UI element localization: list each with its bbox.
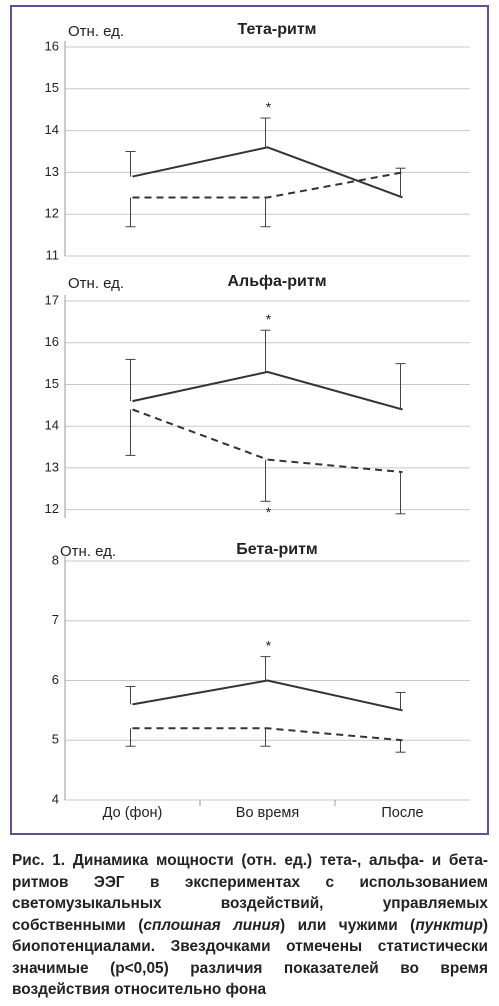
- figure-frame: [10, 5, 489, 835]
- chart-title: Бета-ритм: [236, 541, 318, 558]
- y-tick-label: 12: [45, 501, 59, 516]
- y-tick-label: 13: [45, 164, 59, 179]
- y-tick-label: 11: [46, 247, 60, 262]
- y-tick-label: 8: [52, 552, 59, 567]
- y-axis-label: Отн. ед.: [68, 275, 124, 292]
- y-axis-label: Отн. ед.: [68, 23, 124, 40]
- chart-title: Тета-ритм: [237, 21, 316, 38]
- y-tick-label: 15: [45, 376, 59, 391]
- annotation: *: [266, 504, 272, 520]
- annotation: *: [266, 637, 272, 653]
- series-line: [132, 370, 403, 411]
- series-line: [132, 171, 403, 199]
- y-tick-label: 17: [45, 292, 59, 307]
- x-tick-label: Во время: [236, 805, 299, 821]
- series-line: [132, 408, 403, 474]
- caption-text: Рис. 1. Динамика мощности (отн. ед.) тет…: [12, 852, 488, 934]
- charts: Тета-ритм Отн. ед. 11 12 13 14 15 16 * Альфа-ритм…: [45, 21, 470, 821]
- y-tick-label: 12: [45, 206, 59, 221]
- annotation: *: [266, 99, 272, 115]
- y-tick-label: 16: [45, 334, 59, 349]
- y-tick-label: 16: [45, 38, 59, 53]
- series-line: [132, 146, 403, 199]
- caption-text: ) или чужими (: [279, 916, 416, 934]
- y-tick-label: 4: [52, 791, 59, 806]
- y-tick-label: 5: [52, 732, 59, 747]
- annotation: *: [266, 311, 272, 327]
- series-line: [132, 679, 403, 712]
- y-tick-label: 14: [45, 418, 59, 433]
- caption-italic: сплошная линия: [143, 916, 280, 934]
- caption-italic: пунктир: [415, 916, 483, 934]
- y-axis-label: Отн. ед.: [60, 543, 116, 560]
- y-tick-label: 7: [52, 612, 59, 627]
- x-tick-label: До (фон): [103, 805, 163, 821]
- y-tick-label: 14: [45, 122, 59, 137]
- x-tick-label: После: [381, 805, 423, 821]
- y-tick-label: 15: [45, 80, 59, 95]
- caption: Рис. 1. Динамика мощности (отн. ед.) тет…: [12, 850, 488, 1001]
- series-line: [132, 727, 403, 742]
- y-tick-label: 13: [45, 459, 59, 474]
- caption-text: ) биопотенциалами. Звездочками отмечены …: [12, 916, 488, 999]
- y-tick-label: 6: [52, 672, 59, 687]
- chart-title: Альфа-ритм: [227, 273, 326, 290]
